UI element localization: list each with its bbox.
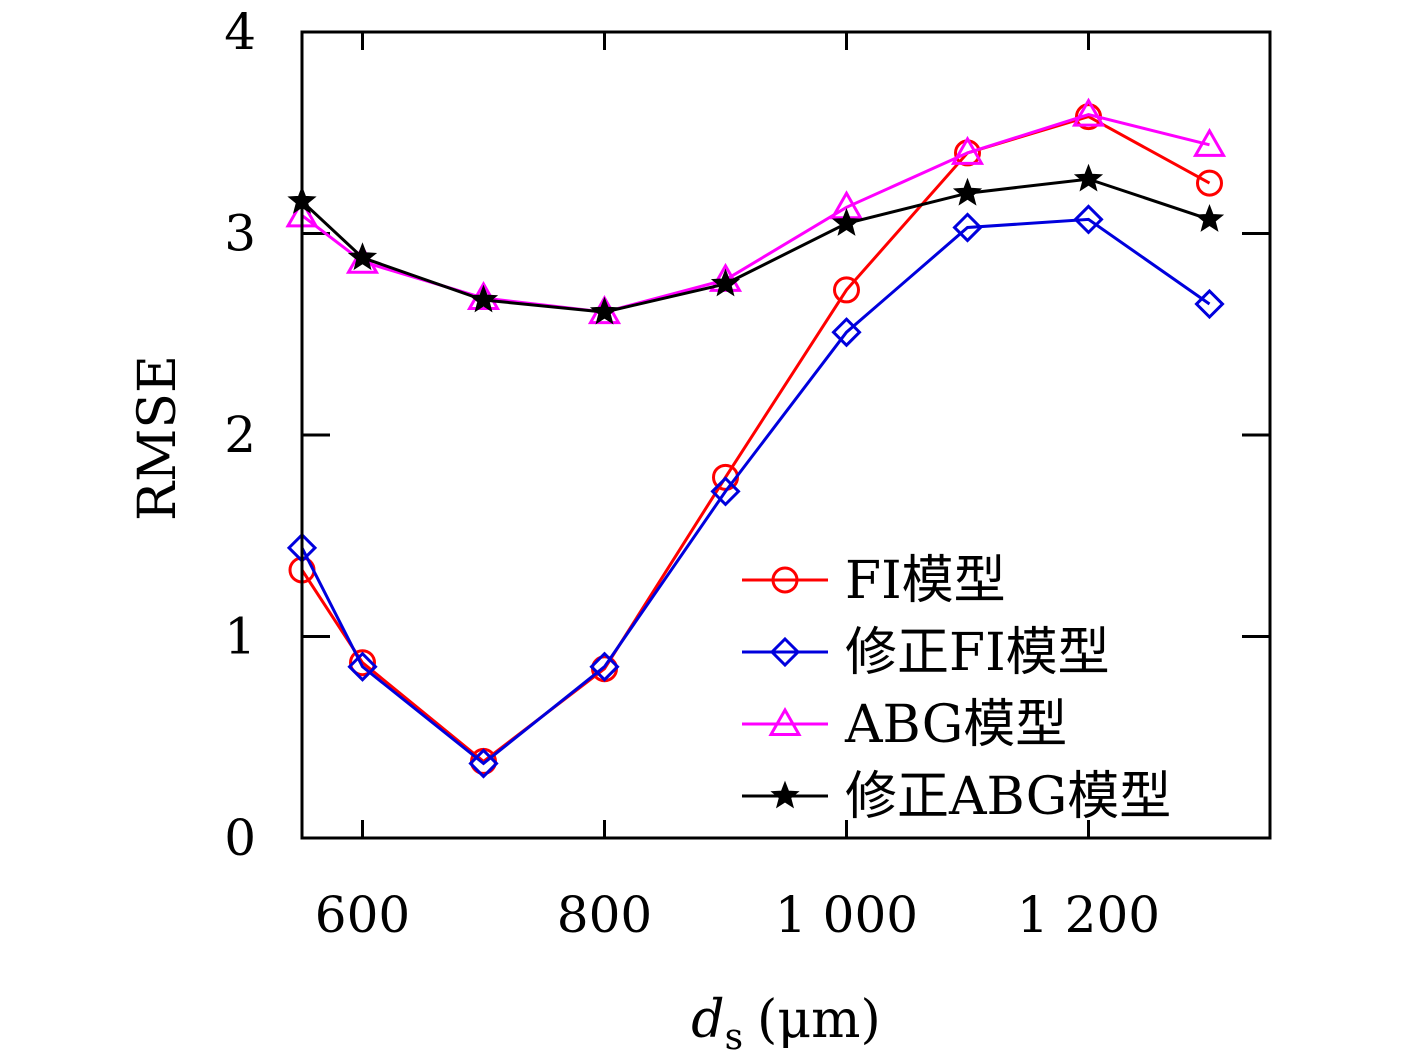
series-3-point-3 bbox=[589, 296, 620, 325]
x-axis-title-unit: (μm) bbox=[757, 990, 881, 1050]
series-1-point-3 bbox=[589, 651, 620, 682]
series-3-point-8 bbox=[1194, 204, 1225, 232]
y-axis-title: RMSE bbox=[128, 355, 188, 521]
x-axis-title: ds (μm) bbox=[691, 990, 880, 1058]
x-tick-label-2: 1 000 bbox=[775, 886, 918, 944]
series-line-3 bbox=[300, 177, 1210, 314]
y-tick-label-2: 2 bbox=[224, 406, 256, 464]
y-tick-label-1: 1 bbox=[224, 608, 256, 666]
y-tick-label-4: 4 bbox=[224, 3, 256, 61]
x-tick-label-1: 800 bbox=[557, 886, 652, 944]
series-3-point-4 bbox=[710, 268, 741, 297]
y-tick-label-0: 0 bbox=[224, 809, 256, 867]
x-axis-title-symbol: d bbox=[691, 990, 724, 1050]
x-axis-title-subscript: s bbox=[725, 1017, 743, 1058]
series-1 bbox=[286, 204, 1225, 779]
legend-marker-1 bbox=[769, 636, 801, 668]
series-1-point-5 bbox=[831, 317, 862, 348]
series-2-point-7 bbox=[1071, 97, 1106, 127]
series-2-point-6 bbox=[950, 135, 985, 165]
series-1-point-7 bbox=[1073, 204, 1104, 235]
legend-label-2: ABG模型 bbox=[844, 695, 1067, 755]
ticks-layer: 600 800 1 000 1 200 0 1 2 3 4 bbox=[224, 3, 1270, 944]
series-1-point-6 bbox=[952, 212, 983, 243]
series-3-point-1 bbox=[347, 242, 378, 271]
series-1-point-1 bbox=[347, 651, 378, 682]
series-1-point-2 bbox=[468, 748, 499, 779]
legend-item-0: FI模型 bbox=[742, 551, 1006, 611]
legend-item-1: 修正FI模型 bbox=[742, 623, 1110, 683]
series-3-point-6 bbox=[952, 177, 983, 206]
series-line-1 bbox=[300, 217, 1211, 766]
series-1-point-8 bbox=[1194, 288, 1225, 320]
series-line-2 bbox=[301, 113, 1210, 314]
legend-marker-3 bbox=[770, 780, 800, 809]
y-tick-label-3: 3 bbox=[224, 205, 256, 263]
legend-marker-0 bbox=[771, 566, 799, 594]
series-0-point-8 bbox=[1196, 169, 1223, 197]
series-layer bbox=[285, 97, 1227, 779]
series-3-point-5 bbox=[831, 207, 862, 236]
series-1-point-4 bbox=[710, 476, 741, 507]
series-3 bbox=[287, 163, 1225, 325]
legend-item-2: ABG模型 bbox=[742, 695, 1067, 755]
legend-label-3: 修正ABG模型 bbox=[845, 767, 1171, 827]
series-3-point-2 bbox=[468, 284, 499, 313]
legend-label-0: FI模型 bbox=[845, 551, 1006, 611]
x-tick-label-3: 1 200 bbox=[1017, 886, 1160, 944]
legend-item-3: 修正ABG模型 bbox=[742, 767, 1171, 827]
legend-label-1: 修正FI模型 bbox=[845, 623, 1110, 683]
series-2-point-8 bbox=[1192, 127, 1227, 157]
series-0-point-1 bbox=[349, 649, 376, 677]
series-3-point-7 bbox=[1073, 163, 1104, 192]
legend-marker-2 bbox=[768, 706, 802, 736]
plot-frame bbox=[300, 30, 1272, 840]
series-0-point-5 bbox=[833, 276, 860, 304]
x-tick-label-0: 600 bbox=[315, 886, 410, 944]
